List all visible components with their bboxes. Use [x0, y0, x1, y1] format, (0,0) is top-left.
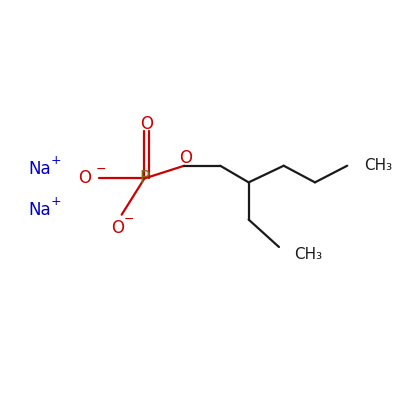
Text: P: P [139, 170, 150, 188]
Text: Na: Na [29, 160, 52, 178]
Text: O: O [140, 115, 153, 133]
Text: CH₃: CH₃ [364, 158, 392, 173]
Text: −: − [124, 213, 134, 226]
Text: −: − [96, 163, 106, 176]
Text: O: O [111, 219, 124, 237]
Text: +: + [51, 196, 62, 208]
Text: Na: Na [29, 201, 52, 219]
Text: CH₃: CH₃ [294, 247, 322, 262]
Text: +: + [51, 154, 62, 167]
Text: O: O [78, 170, 91, 188]
Text: O: O [180, 149, 193, 167]
